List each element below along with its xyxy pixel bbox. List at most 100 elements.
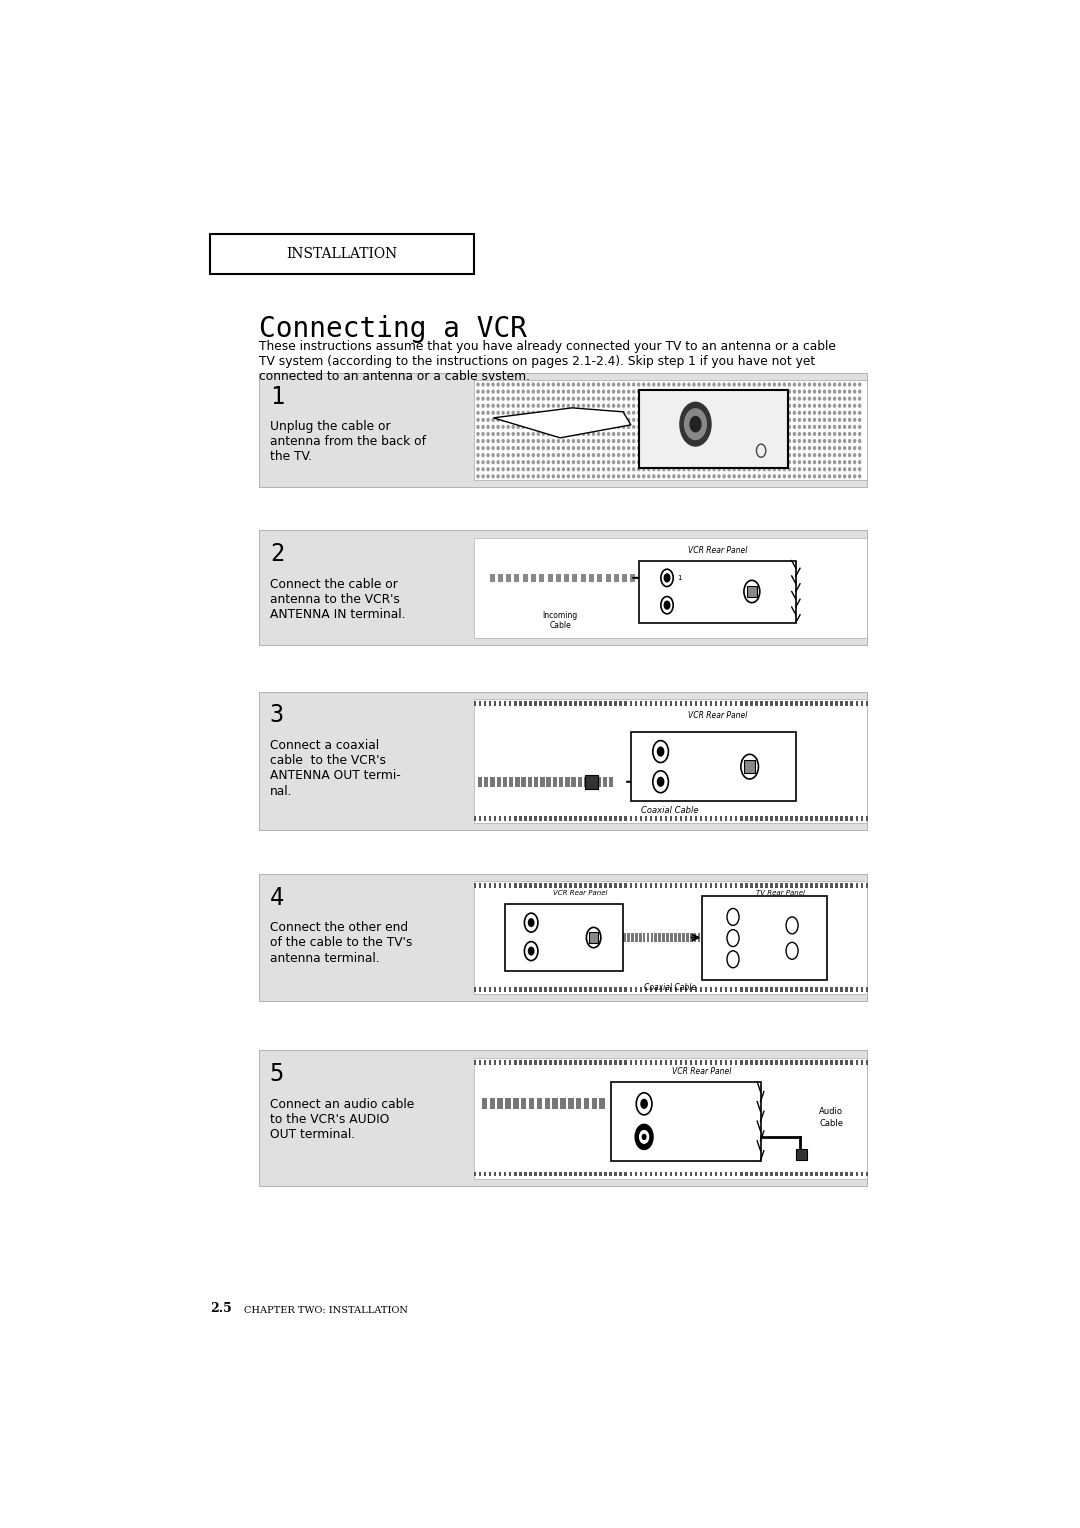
Circle shape [834,411,836,414]
Bar [825,1172,828,1177]
Circle shape [532,419,535,422]
Circle shape [798,432,800,435]
Circle shape [824,454,825,457]
Bar [569,701,571,706]
Bar [855,1172,858,1177]
Circle shape [838,468,840,471]
Circle shape [779,384,781,387]
Circle shape [487,397,489,400]
Bar [584,883,586,888]
Bar [605,883,607,888]
Circle shape [618,454,620,457]
Circle shape [637,384,639,387]
Bar [821,1172,823,1177]
Circle shape [612,440,615,443]
Circle shape [652,432,654,435]
Circle shape [664,601,670,610]
Circle shape [733,397,735,400]
Bar [740,1060,743,1065]
Circle shape [834,419,836,422]
Text: Connect an audio cable: Connect an audio cable [270,1097,414,1111]
Bar [259,874,867,1001]
Bar [649,816,652,821]
Text: cable  to the VCR's: cable to the VCR's [270,753,386,767]
Bar [581,575,585,582]
Bar [539,816,542,821]
Circle shape [578,419,580,422]
Bar [489,1099,495,1109]
Bar [715,883,717,888]
Bar [599,816,602,821]
Circle shape [567,440,569,443]
Bar [831,883,833,888]
Circle shape [527,468,529,471]
Bar [259,530,867,645]
Circle shape [643,475,645,478]
Bar [489,987,491,992]
Circle shape [718,446,720,449]
Circle shape [633,475,635,478]
Bar [590,987,592,992]
Circle shape [608,384,609,387]
Circle shape [859,468,861,471]
Circle shape [828,475,831,478]
Bar [679,816,683,821]
Circle shape [623,454,624,457]
Bar [694,701,698,706]
Bar [755,987,757,992]
Circle shape [859,475,861,478]
Bar [791,816,793,821]
Circle shape [627,419,630,422]
Circle shape [813,454,815,457]
Circle shape [819,468,821,471]
Circle shape [578,390,580,393]
Bar [810,701,813,706]
Circle shape [652,468,654,471]
Circle shape [859,419,861,422]
Circle shape [828,397,831,400]
Circle shape [683,425,685,428]
Bar [549,701,552,706]
Bar [806,987,808,992]
Bar [705,701,707,706]
Bar [594,701,597,706]
Circle shape [779,411,781,414]
Circle shape [502,419,504,422]
Bar [596,776,600,787]
Bar [544,1172,546,1177]
Circle shape [703,461,705,463]
Bar [654,883,657,888]
Bar [615,701,617,706]
Bar [554,987,556,992]
Circle shape [603,390,605,393]
Circle shape [508,397,509,400]
Bar [594,1060,597,1065]
Bar [760,987,762,992]
Circle shape [743,419,745,422]
Bar [504,987,507,992]
Circle shape [492,397,494,400]
Bar [514,883,516,888]
Circle shape [643,425,645,428]
Bar [507,575,511,582]
Circle shape [718,405,720,406]
Circle shape [708,384,710,387]
Circle shape [658,461,660,463]
Circle shape [688,397,690,400]
Circle shape [733,390,735,393]
Circle shape [497,397,499,400]
Circle shape [678,419,680,422]
Circle shape [492,446,494,449]
Circle shape [658,405,660,406]
Circle shape [788,475,791,478]
Circle shape [572,468,575,471]
Bar [509,1172,512,1177]
Circle shape [643,440,645,443]
Circle shape [643,419,645,422]
Circle shape [708,405,710,406]
Circle shape [708,419,710,422]
Circle shape [643,405,645,406]
Circle shape [557,440,559,443]
Circle shape [523,390,524,393]
Circle shape [567,461,569,463]
